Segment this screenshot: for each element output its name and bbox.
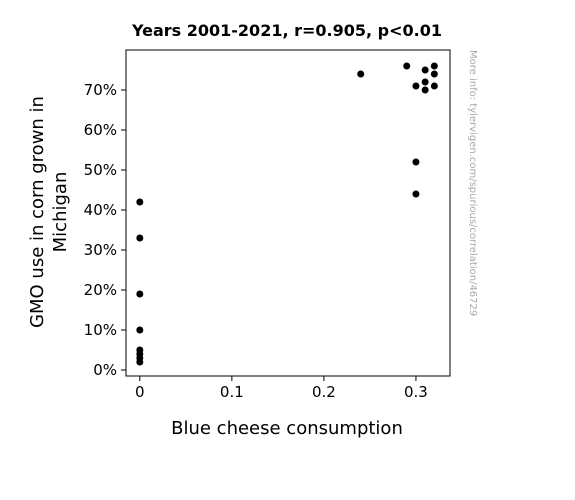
x-tick-label: 0.1: [220, 383, 244, 401]
y-tick-label: 60%: [84, 121, 117, 139]
ticks-layer: 0 0.1 0.2 0.3 0% 10% 20% 30% 40% 50% 60% 70%: [84, 81, 428, 401]
data-point: [136, 198, 144, 206]
data-point: [412, 158, 420, 166]
x-tick-label: 0.2: [312, 383, 336, 401]
y-tick-label: 0%: [93, 361, 117, 379]
y-tick-label: 40%: [84, 201, 117, 219]
data-point: [412, 190, 420, 198]
data-point: [421, 78, 429, 86]
y-tick-label: 70%: [84, 81, 117, 99]
chart-title: Years 2001-2021, r=0.905, p<0.01: [131, 21, 442, 40]
y-tick-label: 50%: [84, 161, 117, 179]
data-point: [421, 86, 429, 94]
y-tick-label: 30%: [84, 241, 117, 259]
data-point: [136, 234, 144, 242]
y-axis-label-line-2: Michigan: [50, 172, 71, 253]
data-point: [136, 358, 144, 366]
data-point: [136, 326, 144, 334]
watermark-text: More info: tylervigen.com/spurious/corre…: [467, 50, 478, 316]
data-point: [430, 62, 438, 70]
y-tick-label: 10%: [84, 321, 117, 339]
data-point: [421, 66, 429, 74]
y-axis-label: GMO use in corn grown in Michigan: [27, 96, 71, 328]
y-tick-label: 20%: [84, 281, 117, 299]
y-axis-label-line-1: GMO use in corn grown in: [27, 96, 48, 328]
data-point: [430, 70, 438, 78]
data-point: [403, 62, 411, 70]
x-axis-label: Blue cheese consumption: [171, 418, 403, 439]
points-layer: [136, 62, 438, 366]
data-point: [412, 82, 420, 90]
plot-area-frame: [125, 49, 451, 377]
data-point: [430, 82, 438, 90]
data-point: [357, 70, 365, 78]
x-tick-label: 0: [135, 383, 145, 401]
data-point: [136, 290, 144, 298]
x-tick-label: 0.3: [404, 383, 428, 401]
